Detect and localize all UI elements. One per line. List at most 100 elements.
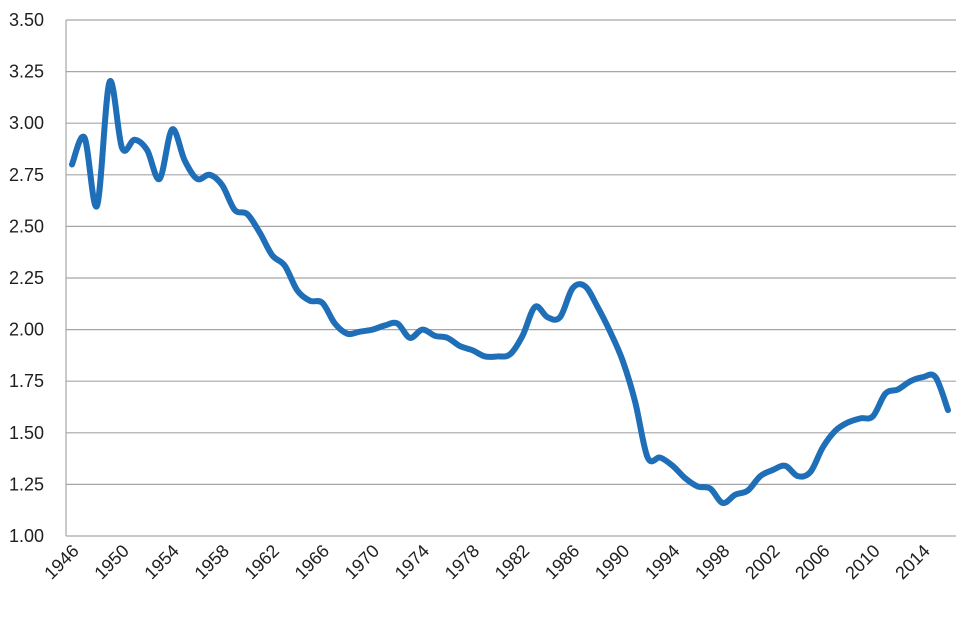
- y-tick-label: 1.50: [9, 423, 44, 443]
- data-point-2003: [783, 463, 788, 468]
- data-point-2002: [770, 467, 775, 472]
- y-tick-label: 2.75: [9, 165, 44, 185]
- y-tick-label: 1.00: [9, 526, 44, 546]
- series-layer: [69, 78, 951, 507]
- data-point-1990: [620, 358, 625, 363]
- data-point-1973: [407, 335, 412, 340]
- y-tick-label: 3.50: [9, 10, 44, 30]
- x-tick-label: 1950: [90, 541, 132, 583]
- x-tick-label: 2014: [891, 541, 933, 583]
- x-axis-ticks: 1946 1950 1954 1958 1962 1966 1970 1974 1978 1982…: [40, 541, 933, 583]
- data-point-1996: [695, 484, 700, 489]
- data-point-1988: [595, 304, 600, 309]
- data-point-1964: [295, 288, 300, 293]
- data-point-2009: [858, 416, 863, 421]
- y-tick-label: 2.00: [9, 320, 44, 340]
- x-tick-label: 2006: [791, 541, 833, 583]
- data-point-1948: [95, 203, 100, 208]
- data-point-1963: [282, 263, 287, 268]
- data-point-1968: [345, 331, 350, 336]
- data-point-1998: [720, 500, 725, 505]
- data-point-1972: [395, 321, 400, 326]
- data-point-2011: [883, 391, 888, 396]
- y-tick-label: 1.25: [9, 474, 44, 494]
- data-point-1960: [245, 212, 250, 217]
- x-tick-label: 1970: [341, 541, 383, 583]
- y-axis-ticks: 1.00 1.25 1.50 1.75 2.00 2.25 2.50 2.75 3.00 3.25…: [9, 10, 44, 546]
- data-point-1999: [733, 492, 738, 497]
- x-tick-label: 1958: [191, 541, 233, 583]
- data-point-1953: [157, 176, 162, 181]
- x-tick-label: 1994: [641, 541, 683, 583]
- x-tick-label: 1954: [140, 541, 182, 583]
- data-point-1957: [207, 172, 212, 177]
- data-point-1977: [457, 344, 462, 349]
- data-point-1980: [495, 354, 500, 359]
- data-point-1979: [482, 354, 487, 359]
- data-point-1971: [382, 323, 387, 328]
- data-point-2015: [933, 375, 938, 380]
- data-point-1961: [257, 230, 262, 235]
- data-point-1984: [545, 315, 550, 320]
- data-point-2013: [908, 379, 913, 384]
- data-point-2010: [870, 414, 875, 419]
- data-point-1954: [170, 127, 175, 132]
- data-point-1947: [82, 135, 87, 140]
- x-tick-label: 1962: [241, 541, 283, 583]
- data-point-1958: [220, 183, 225, 188]
- x-tick-label: 1974: [391, 541, 433, 583]
- y-tick-label: 2.50: [9, 216, 44, 236]
- series-line-0: [69, 78, 951, 507]
- data-point-1997: [708, 486, 713, 491]
- data-point-2012: [895, 387, 900, 392]
- x-tick-label: 1998: [691, 541, 733, 583]
- data-point-1986: [570, 286, 575, 291]
- data-point-1969: [357, 329, 362, 334]
- data-point-1983: [533, 304, 538, 309]
- x-tick-label: 1946: [40, 541, 82, 583]
- data-point-2016: [946, 408, 951, 413]
- data-point-2004: [795, 474, 800, 479]
- data-point-2014: [920, 375, 925, 380]
- data-point-1946: [70, 162, 75, 167]
- x-tick-label: 1978: [441, 541, 483, 583]
- data-point-1955: [182, 158, 187, 163]
- data-point-1993: [658, 455, 663, 460]
- data-point-1975: [432, 333, 437, 338]
- x-tick-label: 2002: [741, 541, 783, 583]
- x-tick-label: 1990: [591, 541, 633, 583]
- data-point-1966: [320, 300, 325, 305]
- data-point-1952: [145, 148, 150, 153]
- x-tick-label: 1986: [541, 541, 583, 583]
- data-point-1959: [232, 207, 237, 212]
- data-point-1981: [508, 352, 513, 357]
- data-point-1995: [683, 476, 688, 481]
- data-point-1976: [445, 335, 450, 340]
- data-point-1991: [633, 399, 638, 404]
- data-point-2006: [820, 445, 825, 450]
- data-point-1956: [195, 176, 200, 181]
- y-tick-label: 3.25: [9, 62, 44, 82]
- x-tick-label: 1966: [291, 541, 333, 583]
- x-tick-label: 2010: [841, 541, 883, 583]
- data-point-2000: [745, 488, 750, 493]
- data-point-1949: [107, 79, 112, 84]
- data-point-2008: [845, 420, 850, 425]
- data-point-2005: [808, 470, 813, 475]
- data-point-1951: [132, 137, 137, 142]
- data-point-1965: [307, 298, 312, 303]
- data-point-1994: [670, 463, 675, 468]
- data-point-1992: [645, 455, 650, 460]
- data-point-1950: [120, 145, 125, 150]
- data-point-1967: [332, 321, 337, 326]
- data-point-1974: [420, 327, 425, 332]
- data-point-2001: [758, 474, 763, 479]
- data-point-1962: [270, 253, 275, 258]
- data-point-1987: [583, 284, 588, 289]
- y-tick-label: 2.25: [9, 268, 44, 288]
- data-point-2007: [833, 428, 838, 433]
- data-point-1989: [608, 329, 613, 334]
- y-tick-label: 3.00: [9, 113, 44, 133]
- data-point-1970: [370, 327, 375, 332]
